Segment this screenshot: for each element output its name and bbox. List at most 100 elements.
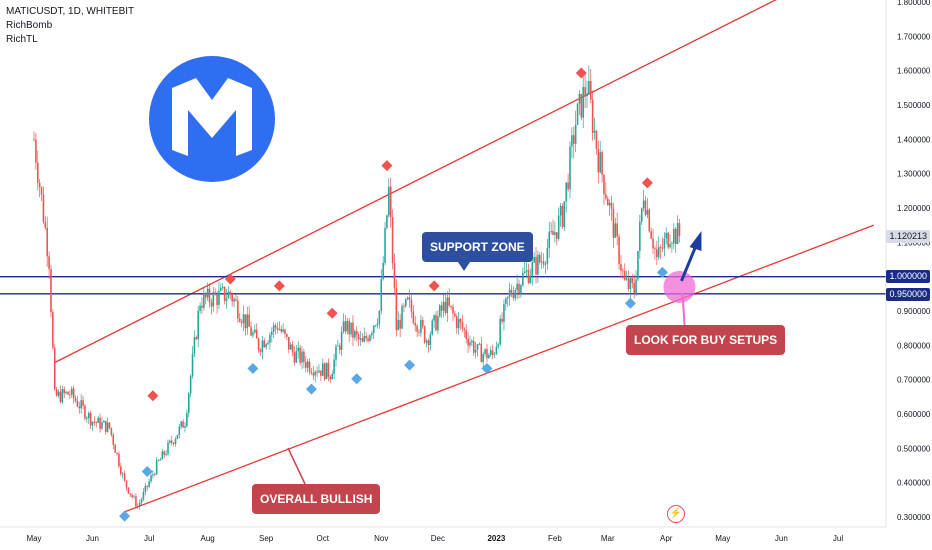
candle-body (267, 342, 269, 345)
symbol-label[interactable]: MATICUSDT, 1D, WHITEBIT (6, 6, 135, 17)
x-tick-label: Nov (374, 534, 388, 543)
candle-body (248, 314, 250, 327)
candle-body (406, 297, 409, 299)
candle-body (220, 287, 222, 291)
candle-body (480, 343, 483, 363)
candle-body (225, 298, 228, 301)
x-tick-label: Apr (660, 534, 673, 543)
x-tick-label: Jun (775, 534, 788, 543)
candle-body (527, 270, 530, 284)
candle-body (78, 406, 81, 409)
candle-body (650, 231, 652, 239)
candle-body (357, 334, 360, 340)
candle-body (444, 301, 447, 314)
candle-body (312, 373, 315, 376)
candle-body (656, 249, 658, 258)
candle-body (237, 300, 239, 319)
candle-body (352, 322, 354, 338)
candle-body (308, 361, 311, 372)
candle-body (678, 223, 681, 237)
candle-body (386, 215, 388, 228)
candle-body (231, 294, 233, 302)
candle-body (271, 331, 273, 335)
candle-body (208, 288, 211, 303)
candle-body (350, 322, 352, 335)
candle-body (388, 186, 390, 216)
candle-body (176, 434, 179, 439)
candle-body (218, 290, 220, 305)
candle-body (563, 201, 566, 228)
candle-body (599, 152, 601, 173)
candle-body (291, 344, 294, 353)
candle-body (252, 332, 254, 336)
candle-body (174, 438, 177, 444)
candle-body (457, 319, 460, 329)
candle-body (59, 391, 62, 403)
candle-body (631, 278, 634, 283)
candle-body (514, 289, 517, 299)
candle-body (61, 389, 64, 403)
candle-body (520, 285, 522, 294)
candle-body (548, 231, 551, 248)
candle-body (254, 329, 256, 333)
candle-body (559, 205, 562, 216)
candle-body (289, 344, 292, 350)
indicator-richtl[interactable]: RichTL (6, 34, 38, 45)
candle-body (106, 422, 109, 432)
candle-body (140, 499, 143, 503)
candle-body (586, 93, 588, 97)
candle-body (314, 371, 317, 376)
candle-body (146, 485, 149, 487)
y-tick-label: 1.600000 (897, 67, 931, 76)
candle-body (131, 494, 133, 497)
candle-body (661, 247, 664, 249)
candle-body (255, 329, 258, 339)
candle-body (629, 278, 632, 290)
candle-body (569, 146, 571, 190)
candle-body (104, 420, 107, 432)
candle-body (606, 198, 609, 206)
candle-body (153, 474, 156, 476)
candle-body (399, 319, 401, 329)
candle-body (616, 223, 618, 237)
candle-body (70, 388, 73, 395)
candle-body (338, 345, 341, 350)
candle-body (522, 272, 524, 286)
candle-body (89, 412, 92, 426)
candle-body (76, 401, 79, 407)
candle-body (620, 264, 622, 271)
indicator-richbomb[interactable]: RichBomb (6, 20, 53, 31)
candle-body (652, 238, 654, 249)
candle-body (501, 318, 503, 322)
candle-body (348, 320, 350, 335)
candle-body (67, 391, 69, 395)
candle-body (488, 355, 490, 359)
candle-body (376, 323, 379, 326)
candle-body (318, 370, 320, 373)
x-tick-label: May (715, 534, 730, 543)
candle-body (323, 363, 326, 380)
candle-body (391, 217, 394, 264)
candle-body (493, 353, 496, 355)
candle-body (63, 389, 65, 394)
candle-body (574, 124, 577, 144)
candle-body (576, 103, 579, 125)
x-tick-label: Aug (201, 534, 215, 543)
candle-body (82, 400, 84, 406)
candle-body (582, 87, 585, 118)
candle-body (144, 485, 147, 492)
candle-body (557, 215, 560, 239)
flash-icon[interactable]: ⚡ (667, 505, 685, 523)
candle-body (486, 349, 488, 359)
candle-body (229, 291, 232, 295)
candle-body (438, 305, 441, 317)
candle-body (38, 182, 41, 188)
sell-signal-marker (381, 160, 393, 172)
candle-body (463, 328, 466, 331)
candle-body (159, 459, 162, 461)
signal-markers (119, 67, 668, 522)
y-tick-label: 0.700000 (897, 376, 931, 385)
candle-body (182, 421, 184, 428)
candle-body (612, 208, 615, 238)
